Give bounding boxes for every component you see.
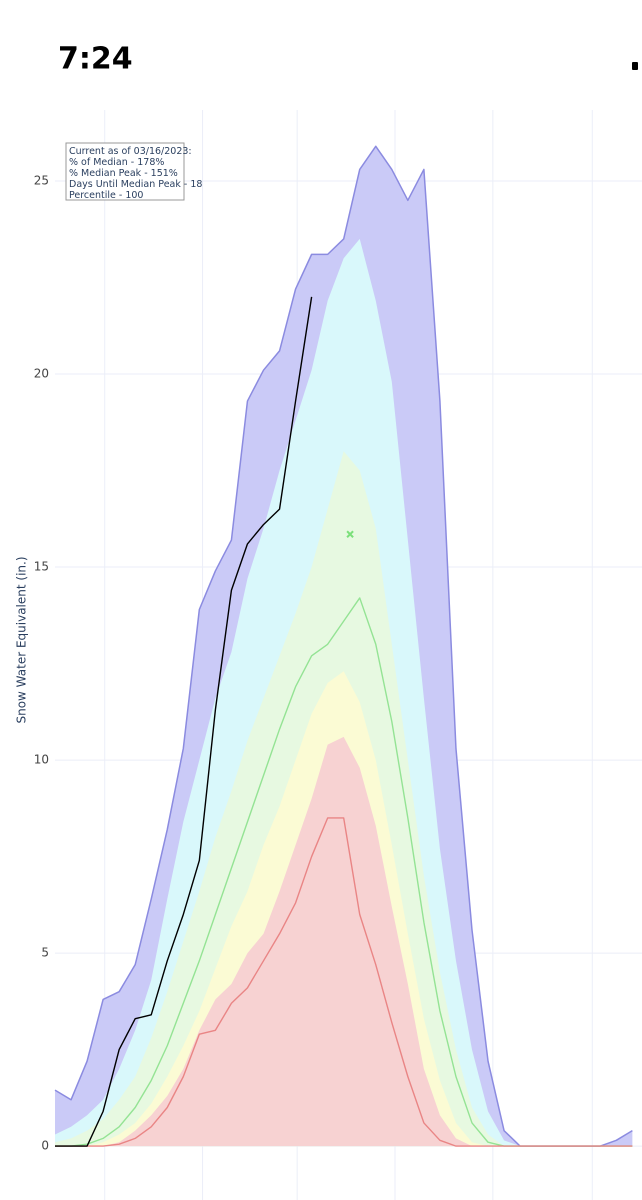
marker xyxy=(346,530,354,538)
y-tick-label: 10 xyxy=(34,753,49,767)
y-tick-label: 25 xyxy=(34,174,49,188)
annotation-line: Days Until Median Peak - 18 xyxy=(69,179,202,190)
plot xyxy=(54,145,633,1147)
line xyxy=(55,817,633,1147)
annotation-line: % of Median - 178% xyxy=(69,157,164,168)
y-tick-label: 15 xyxy=(34,560,49,574)
annotation-line: % Median Peak - 151% xyxy=(69,168,178,179)
y-axis-title: Snow Water Equivalent (in.) xyxy=(15,556,29,723)
y-tick-label: 0 xyxy=(41,1139,49,1153)
status-icon xyxy=(632,62,638,70)
annotation-box xyxy=(65,142,185,201)
annotation: Current as of 03/16/2023:% of Median - 1… xyxy=(65,142,202,201)
y-tick-label: 20 xyxy=(34,367,49,381)
status-time: 7:24 xyxy=(58,42,133,77)
axes: 0 5 10 15 20 25 xyxy=(34,174,49,1153)
y-tick-label: 5 xyxy=(41,946,49,960)
annotation-line: Current as of 03/16/2023: xyxy=(69,146,192,157)
annotation-line: Percentile - 100 xyxy=(69,190,143,201)
area xyxy=(55,736,633,1147)
line xyxy=(55,296,313,1147)
